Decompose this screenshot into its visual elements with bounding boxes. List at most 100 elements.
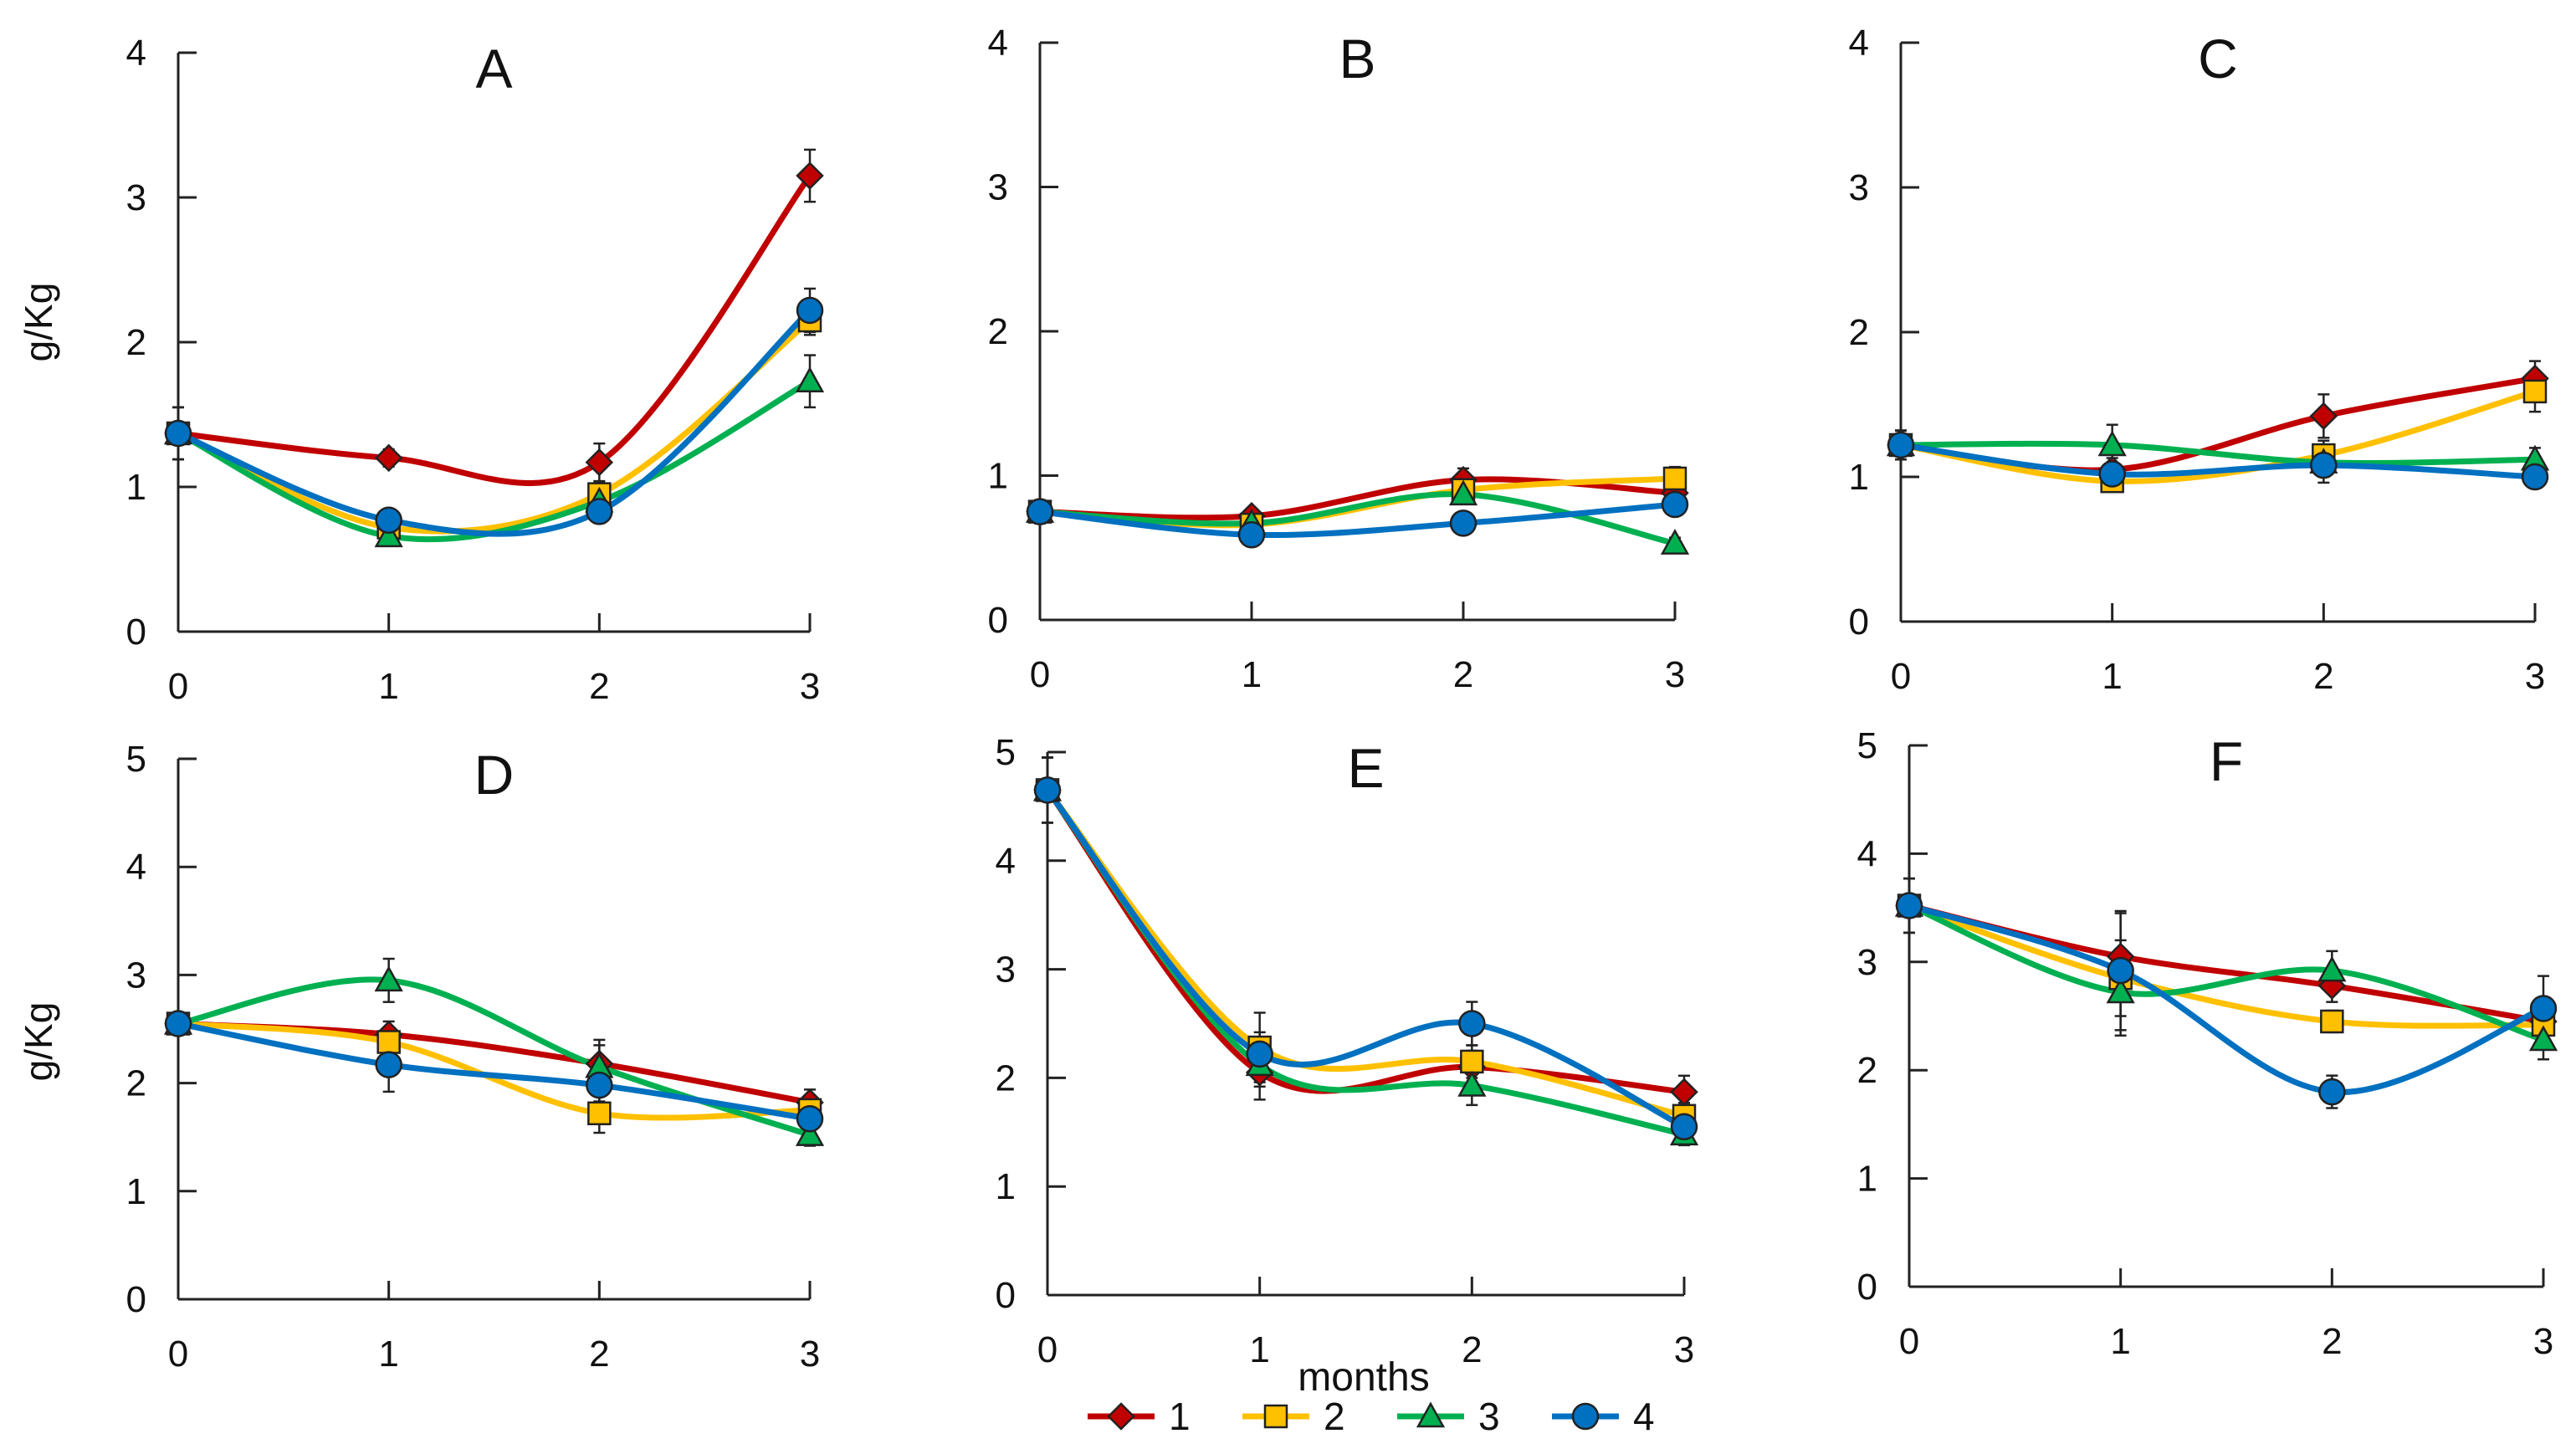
series-line-2	[1044, 786, 1687, 1119]
legend-label: 2	[1324, 1395, 1345, 1438]
x-tick-label: 2	[1453, 654, 1473, 695]
data-point-series-1	[585, 448, 614, 477]
panel-b: 0 1 2 3 4 0 1 2 3 B	[988, 23, 1690, 695]
y-tick-label: 3	[126, 955, 146, 996]
data-point-series-3	[795, 1120, 825, 1146]
data-point-series-1	[374, 443, 403, 473]
data-point-series-4	[1895, 892, 1923, 919]
data-point-series-4	[1449, 509, 1477, 537]
legend-entry-4: 4	[1552, 1395, 1655, 1438]
y-tick-label: 2	[996, 1057, 1016, 1098]
y-tick-label: 0	[126, 612, 146, 653]
x-tick-label: 0	[1037, 1329, 1058, 1370]
y-tick-label: 5	[1857, 725, 1877, 766]
series-line-4	[1044, 786, 1687, 1130]
x-tick-label: 0	[1899, 1321, 1919, 1362]
y-tick-label: 3	[996, 950, 1016, 991]
series-line-4	[175, 307, 813, 537]
legend-label: 3	[1478, 1395, 1500, 1438]
y-tick-label: 5	[126, 739, 146, 780]
series-line-1	[175, 1021, 813, 1106]
data-point-series-2	[2320, 1009, 2344, 1034]
y-tick-label: 3	[126, 177, 146, 218]
y-tick-label: 1	[996, 1166, 1016, 1207]
panel-c: 0 1 2 3 4 0 1 2 3 C	[1849, 23, 2550, 697]
data-point-series-4	[1033, 776, 1062, 804]
y-tick-label: 0	[1857, 1267, 1877, 1308]
x-tick-label: 3	[800, 1334, 820, 1375]
x-tick-label: 1	[378, 666, 398, 707]
data-point-series-4	[796, 1104, 824, 1133]
data-point-series-4	[586, 1071, 613, 1099]
y-tick-label: 2	[126, 322, 146, 363]
x-axis-label: months	[1298, 1355, 1429, 1400]
series-line-3	[1906, 903, 2547, 1043]
data-point-series-4	[1661, 490, 1689, 519]
data-point-series-2	[376, 1030, 401, 1054]
legend-marker	[1263, 1404, 1288, 1429]
x-tick-label: 1	[378, 1334, 398, 1375]
data-point-series-4	[2098, 460, 2126, 488]
y-tick-label: 0	[996, 1275, 1016, 1316]
series-line-2	[1897, 388, 2538, 484]
series-line-4	[1906, 903, 2547, 1095]
data-point-series-3	[2097, 430, 2127, 457]
y-tick-label: 4	[1857, 833, 1877, 874]
panel-title: B	[1339, 28, 1375, 90]
y-tick-label: 1	[126, 1171, 146, 1212]
data-point-series-1	[1670, 1078, 1698, 1107]
data-point-series-4	[2107, 956, 2134, 985]
series-line-2	[175, 1021, 813, 1121]
data-point-series-4	[586, 498, 613, 525]
data-point-series-4	[2529, 995, 2558, 1022]
data-point-series-3	[374, 521, 403, 548]
panel-f: 0 1 2 3 4 5 0 1 2 3 F	[1857, 725, 2558, 1362]
panel-e: 0 1 2 3 4 5 0 1 2 3 E	[996, 732, 1699, 1370]
data-point-series-2	[1460, 1049, 1484, 1074]
data-point-series-2	[2522, 379, 2548, 404]
y-tick-label: 3	[1849, 167, 1869, 208]
y-tick-label: 2	[1857, 1050, 1877, 1091]
series-line-4	[1897, 442, 2538, 480]
data-point-series-3	[1457, 1070, 1487, 1097]
legend-label: 4	[1633, 1395, 1655, 1438]
y-tick-label: 3	[988, 167, 1008, 208]
data-point-series-4	[164, 1010, 192, 1037]
x-tick-label: 0	[1030, 654, 1050, 695]
data-point-series-3	[795, 366, 825, 392]
x-tick-label: 1	[2110, 1321, 2130, 1362]
data-point-series-4	[375, 1051, 402, 1078]
panel-title: C	[2198, 28, 2238, 90]
data-point-series-4	[1458, 1010, 1486, 1037]
panel-title: A	[475, 38, 512, 100]
data-point-series-4	[1237, 520, 1266, 549]
data-point-series-4	[164, 419, 192, 448]
y-tick-label: 4	[996, 841, 1016, 882]
data-point-series-4	[2310, 451, 2338, 479]
data-point-series-3	[1448, 479, 1478, 506]
legend-marker	[1416, 1401, 1446, 1428]
data-point-series-4	[1026, 498, 1054, 525]
x-tick-label: 3	[2525, 656, 2545, 697]
y-tick-label: 2	[988, 311, 1008, 352]
data-point-series-4	[796, 296, 824, 325]
series-line-2	[175, 317, 813, 535]
panel-title: E	[1347, 737, 1384, 799]
x-tick-label: 2	[1462, 1329, 1482, 1370]
data-point-series-1	[796, 161, 824, 190]
y-tick-label: 1	[988, 456, 1008, 497]
data-point-series-4	[375, 506, 402, 535]
x-tick-label: 1	[2102, 656, 2122, 697]
x-tick-label: 2	[589, 1334, 609, 1375]
x-tick-label: 3	[2533, 1321, 2553, 1362]
data-point-series-2	[587, 1101, 612, 1126]
legend-label: 1	[1169, 1395, 1191, 1438]
y-tick-label: 1	[1857, 1159, 1877, 1200]
y-axis-label-bottom: g/Kg	[17, 1002, 60, 1082]
panel-title: D	[474, 744, 515, 806]
legend-entry-1: 1	[1088, 1395, 1191, 1438]
panel-title: F	[2210, 730, 2243, 792]
legend-entry-3: 3	[1397, 1395, 1500, 1438]
data-point-series-1	[2309, 402, 2338, 431]
